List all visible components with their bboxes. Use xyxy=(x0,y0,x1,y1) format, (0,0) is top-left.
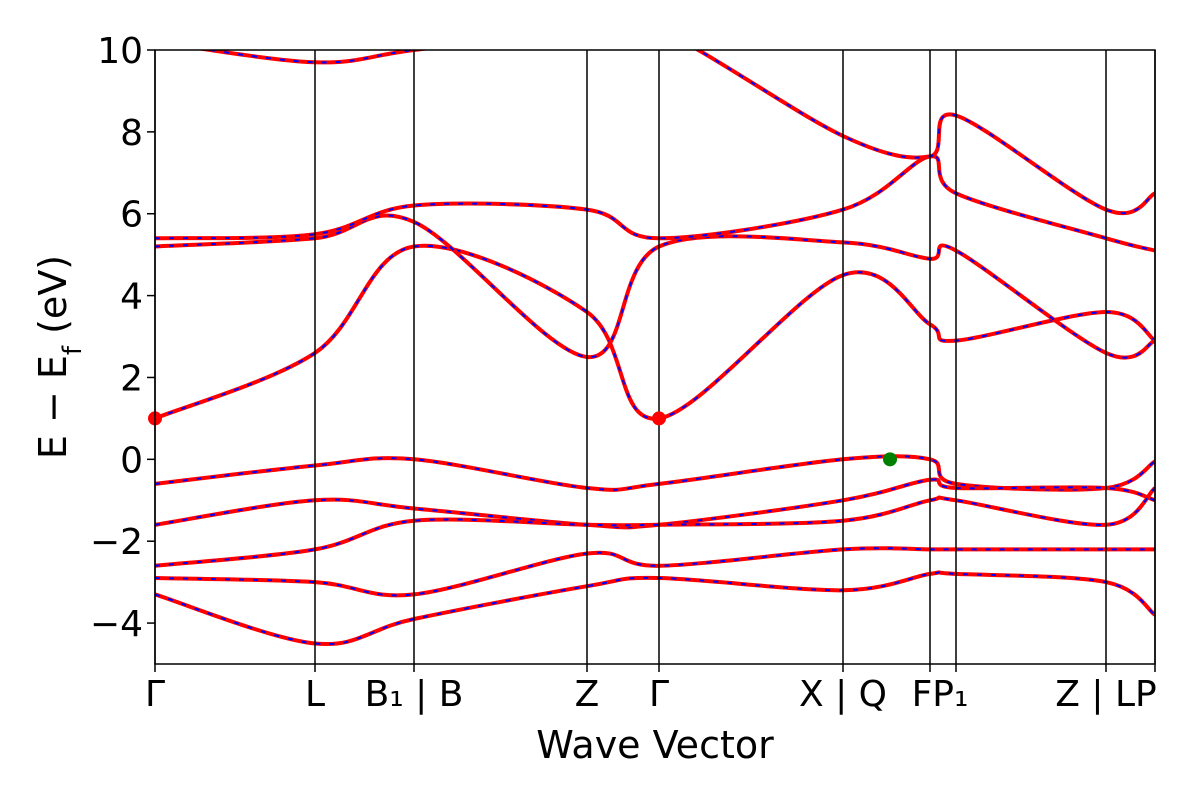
band-line-overlay-4 xyxy=(155,571,1155,646)
plot-frame xyxy=(154,49,1156,665)
y-axis-label-unit: (eV) xyxy=(31,255,75,346)
x-tick-label-2: B₁ | B xyxy=(365,674,464,715)
band-line-7 xyxy=(155,154,1155,253)
band-line-1 xyxy=(155,477,1155,530)
x-tick-label-4: Γ xyxy=(649,674,669,715)
x-tick-label-7: Z | LP xyxy=(1055,674,1156,715)
y-axis-label: E − Ef (eV) xyxy=(31,255,88,459)
y-tick-label-7: −4 xyxy=(90,604,143,645)
band-line-overlay-0 xyxy=(155,455,1155,491)
band-line-overlay-1 xyxy=(155,478,1155,529)
y-axis-label-main: E − E xyxy=(31,355,75,459)
y-tick-label-2: 6 xyxy=(120,195,143,236)
x-axis-label: Wave Vector xyxy=(536,723,774,767)
y-tick-label-1: 8 xyxy=(120,113,143,154)
band-line-overlay-5 xyxy=(155,244,1155,420)
y-tick-label-4: 2 xyxy=(120,358,143,399)
x-tick-label-6: FP₁ xyxy=(912,674,969,715)
x-tick-label-1: L xyxy=(305,674,325,715)
y-ticks-layer: 10 8 6 4 2 0 −2 −4 xyxy=(90,31,155,645)
y-tick-label-0: 10 xyxy=(97,31,143,72)
band-line-overlay-3 xyxy=(155,547,1155,597)
band-line-overlay-8 xyxy=(203,50,1155,215)
band-line-overlay-2 xyxy=(155,487,1155,567)
y-tick-label-5: 0 xyxy=(120,440,143,481)
markers-layer xyxy=(148,411,897,467)
vbm-marker xyxy=(883,452,897,467)
band-line-5 xyxy=(155,243,1155,421)
x-ticks-layer: Γ L B₁ | B Z Γ X | Q FP₁ Z | LP xyxy=(145,664,1157,715)
cbm-marker-1 xyxy=(652,411,666,426)
y-tick-label-3: 4 xyxy=(120,277,143,318)
y-tick-label-6: −2 xyxy=(90,522,143,563)
y-axis-label-sub: f xyxy=(58,345,88,355)
bands-layer xyxy=(155,50,1155,647)
x-tick-label-3: Z xyxy=(575,674,600,715)
band-line-overlay-6 xyxy=(155,214,1155,359)
x-tick-label-5: X | Q xyxy=(799,674,887,715)
band-line-3 xyxy=(155,546,1155,598)
x-tick-label-0: Γ xyxy=(145,674,165,715)
